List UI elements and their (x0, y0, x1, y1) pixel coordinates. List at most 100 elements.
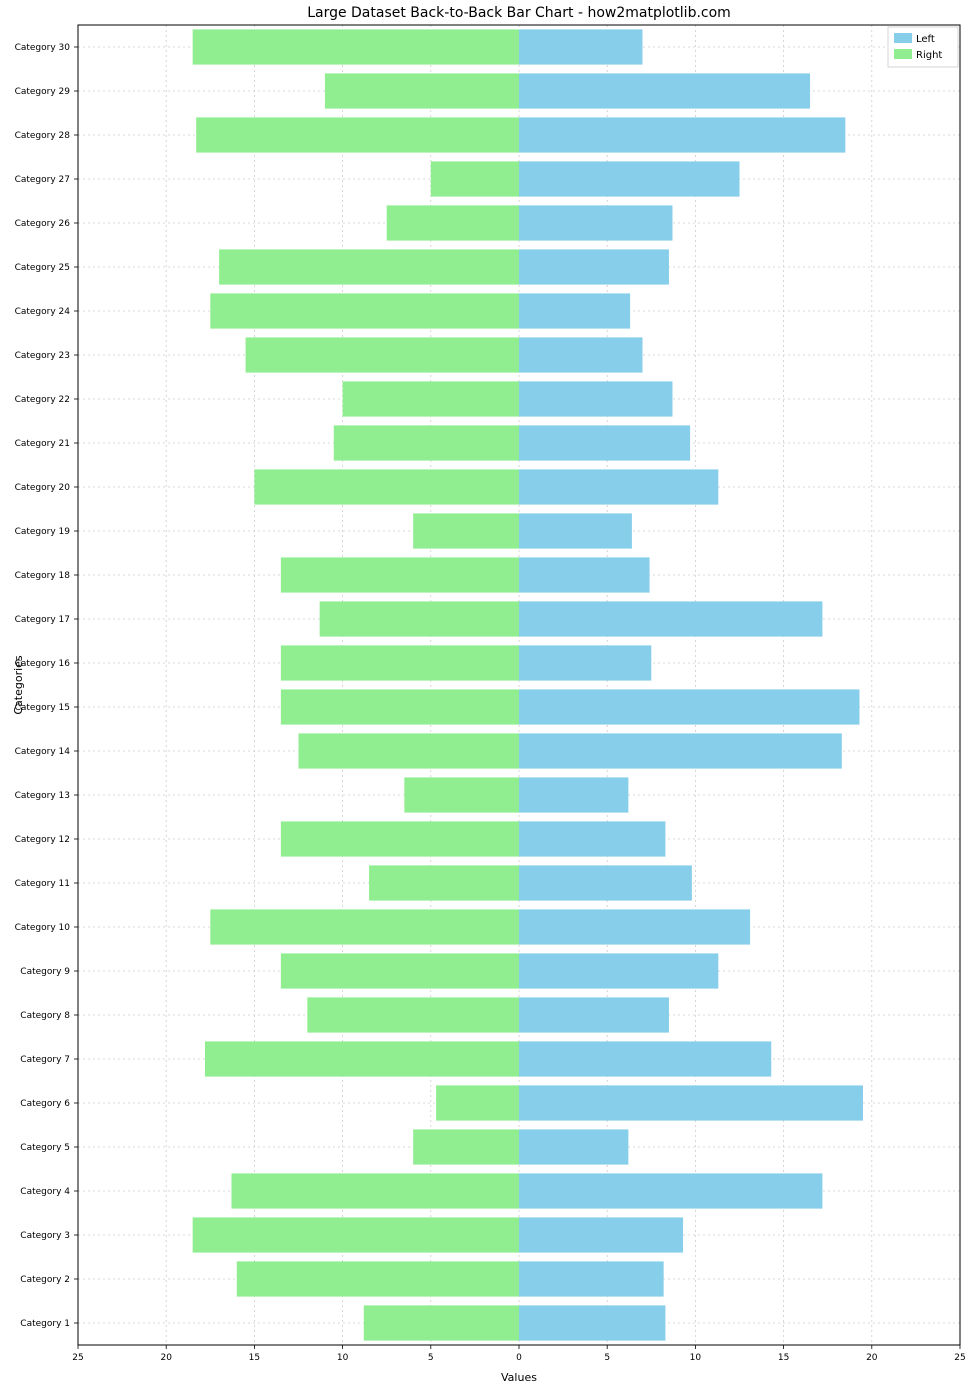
y-tick-label: Category 27 (15, 175, 70, 185)
x-tick-label: 20 (160, 1353, 172, 1363)
bar-left (519, 425, 690, 460)
x-tick-label: 10 (337, 1353, 349, 1363)
bar-right (387, 205, 519, 240)
bar-right (325, 73, 519, 108)
y-tick-label: Category 30 (15, 43, 71, 53)
chart-svg: 25 20 15 10 5 0 5 10 15 20 25 Category 1 Category 2 C… (0, 0, 980, 1400)
bar-left (519, 1217, 683, 1252)
bar-left (519, 161, 740, 196)
y-tick-label: Category 13 (15, 791, 70, 801)
chart-title: Large Dataset Back-to-Back Bar Chart - h… (307, 5, 731, 21)
bar-left (519, 777, 628, 812)
x-tick-label: 10 (690, 1353, 702, 1363)
bar-left (519, 1041, 771, 1076)
bar-right (281, 953, 519, 988)
bar-left (519, 909, 750, 944)
y-tick-label: Category 8 (20, 1011, 70, 1021)
bar-right (369, 865, 519, 900)
bar-right (210, 909, 519, 944)
bar-left (519, 249, 669, 284)
bar-left (519, 1261, 664, 1296)
x-axis-label: Values (501, 1371, 537, 1384)
y-tick-label: Category 21 (15, 439, 70, 449)
y-tick-label: Category 9 (20, 967, 70, 977)
y-tick-label: Category 12 (15, 835, 70, 845)
bar-right (246, 337, 519, 372)
y-tick-label: Category 1 (20, 1319, 70, 1329)
bar-left (519, 645, 651, 680)
y-tick-label: Category 28 (15, 131, 71, 141)
bar-left (519, 29, 642, 64)
bar-left (519, 865, 692, 900)
bar-right (196, 117, 519, 152)
bar-left (519, 1129, 628, 1164)
legend-swatch (894, 33, 912, 43)
bar-right (307, 997, 519, 1032)
x-tick-label: 25 (954, 1353, 965, 1363)
y-tick-label: Category 29 (15, 87, 71, 97)
x-tick-label: 15 (249, 1353, 260, 1363)
y-tick-label: Category 10 (15, 923, 71, 933)
bar-right (281, 557, 519, 592)
y-tick-label: Category 23 (15, 351, 70, 361)
bar-right (431, 161, 519, 196)
chart-container: 25 20 15 10 5 0 5 10 15 20 25 Category 1 Category 2 C… (0, 0, 980, 1400)
legend-swatch (894, 49, 912, 59)
bar-right (237, 1261, 519, 1296)
bar-left (519, 733, 842, 768)
x-tick-label: 25 (72, 1353, 83, 1363)
bar-right (413, 513, 519, 548)
bar-right (334, 425, 519, 460)
y-tick-label: Category 14 (15, 747, 71, 757)
x-tick-label: 5 (604, 1353, 610, 1363)
bar-right (219, 249, 519, 284)
bar-left (519, 997, 669, 1032)
bar-right (231, 1173, 519, 1208)
bar-left (519, 1173, 822, 1208)
y-tick-label: Category 7 (20, 1055, 70, 1065)
y-tick-label: Category 2 (20, 1275, 70, 1285)
bar-left (519, 381, 672, 416)
bar-left (519, 337, 642, 372)
bar-right (299, 733, 520, 768)
bar-right (320, 601, 519, 636)
y-tick-label: Category 26 (15, 219, 71, 229)
legend-label: Right (916, 50, 942, 61)
bar-left (519, 73, 810, 108)
y-tick-label: Category 3 (20, 1231, 70, 1241)
bar-left (519, 821, 665, 856)
bar-right (210, 293, 519, 328)
bar-right (193, 1217, 519, 1252)
bar-left (519, 293, 630, 328)
bar-left (519, 689, 859, 724)
bar-right (281, 645, 519, 680)
y-tick-label: Category 19 (15, 527, 71, 537)
x-tick-label: 5 (428, 1353, 434, 1363)
bar-left (519, 469, 718, 504)
bar-right (404, 777, 519, 812)
x-tick-label: 15 (778, 1353, 789, 1363)
bar-left (519, 557, 650, 592)
bar-right (413, 1129, 519, 1164)
bar-left (519, 1085, 863, 1120)
y-axis-label: Categories (12, 655, 25, 715)
bar-right (343, 381, 519, 416)
x-tick-label: 20 (866, 1353, 878, 1363)
y-tick-label: Category 4 (20, 1187, 70, 1197)
bar-right (364, 1305, 519, 1340)
bar-right (205, 1041, 519, 1076)
y-tick-label: Category 6 (20, 1099, 70, 1109)
y-tick-label: Category 24 (15, 307, 71, 317)
bar-right (436, 1085, 519, 1120)
bar-left (519, 117, 845, 152)
x-tick-label: 0 (516, 1353, 522, 1363)
y-tick-label: Category 20 (15, 483, 71, 493)
bar-left (519, 513, 632, 548)
bar-right (281, 821, 519, 856)
y-tick-label: Category 18 (15, 571, 71, 581)
legend: LeftRight (888, 27, 958, 67)
y-tick-label: Category 5 (20, 1143, 70, 1153)
y-tick-label: Category 17 (15, 615, 70, 625)
y-tick-label: Category 25 (15, 263, 70, 273)
bar-left (519, 601, 822, 636)
